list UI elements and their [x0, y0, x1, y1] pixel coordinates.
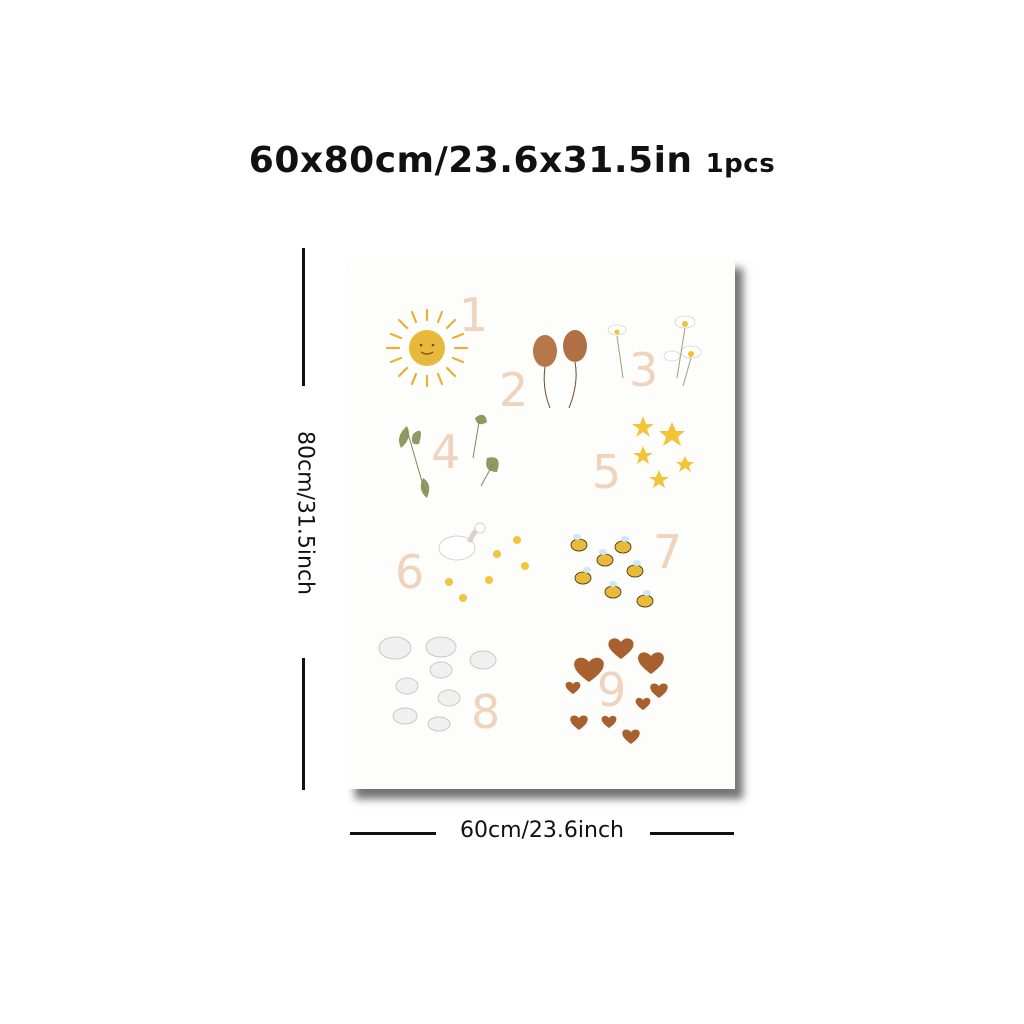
height-label: 80cm/31.5inch: [292, 430, 318, 596]
poster-artwork: 1 2 3: [378, 288, 702, 744]
number-8: 8: [471, 685, 500, 739]
number-7: 7: [653, 525, 682, 579]
size-text: 60x80cm/23.6x31.5in: [248, 140, 693, 181]
width-label: 60cm/23.6inch: [459, 818, 624, 843]
width-dimension-line-right: [650, 832, 734, 835]
number-6: 6: [395, 545, 424, 599]
bee-icon: [570, 534, 654, 608]
number-1: 1: [459, 288, 488, 342]
product-size-title: 60x80cm/23.6x31.5in 1pcs: [0, 140, 1024, 181]
daisy-icon: [607, 315, 702, 387]
height-dimension-line-bottom: [302, 658, 305, 790]
number-5: 5: [592, 445, 621, 499]
cloud-icon: [378, 636, 497, 732]
number-4: 4: [431, 425, 460, 479]
goose-and-chicks-icon: [438, 522, 529, 602]
leaf-icon: [399, 414, 499, 498]
heart-icon: [565, 638, 668, 744]
star-icon: [632, 416, 694, 488]
number-9: 9: [597, 663, 626, 717]
number-2: 2: [499, 363, 528, 417]
quantity-text: 1pcs: [705, 149, 776, 179]
width-dimension-line-left: [350, 832, 436, 835]
number-3: 3: [629, 343, 658, 397]
height-dimension-line-top: [302, 248, 305, 386]
balloon-icon: [533, 330, 587, 409]
number-poster: 1 2 3: [347, 258, 735, 789]
sun-icon: [385, 308, 469, 388]
